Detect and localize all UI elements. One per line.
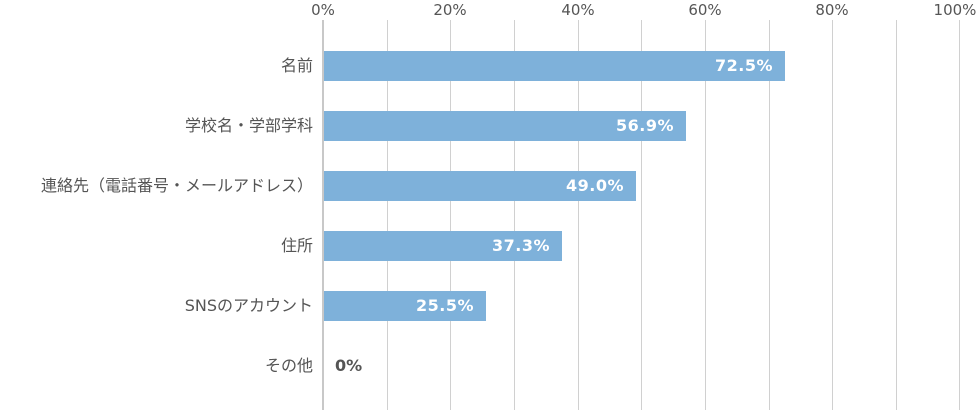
bar: 49.0% bbox=[324, 171, 636, 201]
category-label: 学校名・学部学科 bbox=[184, 116, 313, 135]
bar-value-label: 49.0% bbox=[565, 176, 624, 195]
x-tick-40: 40% bbox=[561, 1, 595, 19]
gridline bbox=[514, 20, 515, 410]
category-label: 連絡先（電話番号・メールアドレス） bbox=[40, 176, 313, 195]
bar-value-label: 25.5% bbox=[415, 296, 474, 315]
category-label: SNSのアカウント bbox=[184, 296, 313, 315]
gridline bbox=[769, 20, 770, 410]
bar: 56.9% bbox=[324, 111, 686, 141]
x-tick-100: 100% bbox=[933, 1, 977, 19]
gridline bbox=[705, 20, 706, 410]
bar: 72.5% bbox=[324, 51, 785, 81]
gridline bbox=[896, 20, 897, 410]
x-tick-20: 20% bbox=[433, 1, 467, 19]
gridline bbox=[641, 20, 642, 410]
bar: 25.5% bbox=[324, 291, 486, 321]
x-tick-60: 60% bbox=[688, 1, 722, 19]
gridline bbox=[578, 20, 579, 410]
y-axis-line bbox=[322, 20, 324, 410]
category-label: 住所 bbox=[280, 236, 313, 255]
category-label: 名前 bbox=[280, 56, 313, 75]
gridline bbox=[387, 20, 388, 410]
x-tick-0: 0% bbox=[311, 1, 335, 19]
gridline bbox=[832, 20, 833, 410]
bar: 37.3% bbox=[324, 231, 562, 261]
x-tick-80: 80% bbox=[815, 1, 849, 19]
gridline bbox=[450, 20, 451, 410]
bar-value-label: 56.9% bbox=[615, 116, 674, 135]
bar-value-label: 37.3% bbox=[491, 236, 550, 255]
gridline bbox=[959, 20, 960, 410]
category-label: その他 bbox=[264, 356, 313, 375]
bar-value-label: 72.5% bbox=[714, 56, 773, 75]
bar-value-label: 0% bbox=[335, 356, 363, 375]
